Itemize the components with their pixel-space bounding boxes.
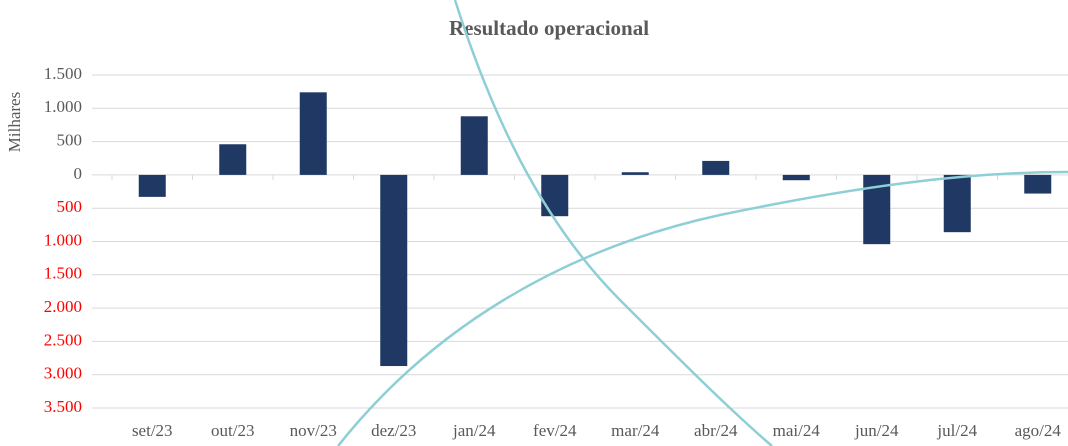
x-tick-label: ago/24: [1015, 421, 1062, 440]
x-tick-label: set/23: [132, 421, 173, 440]
y-tick-label: 0: [74, 164, 83, 183]
bar: [299, 92, 327, 175]
bar: [380, 174, 408, 367]
decorative-curve: [453, 0, 773, 446]
x-tick-label: mai/24: [773, 421, 821, 440]
y-tick-label: 1.500: [44, 64, 82, 83]
x-tick-label: jul/24: [936, 421, 977, 440]
bar: [541, 174, 569, 217]
y-tick-label: 500: [57, 131, 83, 150]
y-tick-label: 1.000: [44, 230, 82, 249]
bar: [621, 172, 649, 175]
x-tick-label: abr/24: [694, 421, 738, 440]
x-tick-label: jun/24: [854, 421, 899, 440]
decorative-curve: [337, 170, 1068, 446]
chart-title: Resultado operacional: [449, 16, 649, 40]
bar: [702, 160, 730, 175]
y-axis-title: Milhares: [5, 92, 24, 152]
x-tick-label: out/23: [211, 421, 254, 440]
bar: [943, 174, 971, 233]
x-tick-label: fev/24: [533, 421, 577, 440]
y-tick-label: 1.500: [44, 264, 82, 283]
y-tick-label: 3.000: [44, 364, 82, 383]
y-tick-label: 500: [57, 197, 83, 216]
x-tick-label: mar/24: [611, 421, 660, 440]
y-tick-label: 3.500: [44, 397, 82, 416]
bar: [460, 116, 488, 175]
x-tick-label: nov/23: [290, 421, 337, 440]
bar: [219, 144, 247, 175]
x-tick-label: dez/23: [371, 421, 416, 440]
x-tick-label: jan/24: [452, 421, 496, 440]
y-tick-label: 2.000: [44, 297, 82, 316]
bar: [782, 174, 810, 181]
y-tick-label: 2.500: [44, 330, 82, 349]
bar: [1024, 174, 1052, 194]
y-tick-label: 1.000: [44, 97, 82, 116]
bar: [138, 174, 166, 197]
